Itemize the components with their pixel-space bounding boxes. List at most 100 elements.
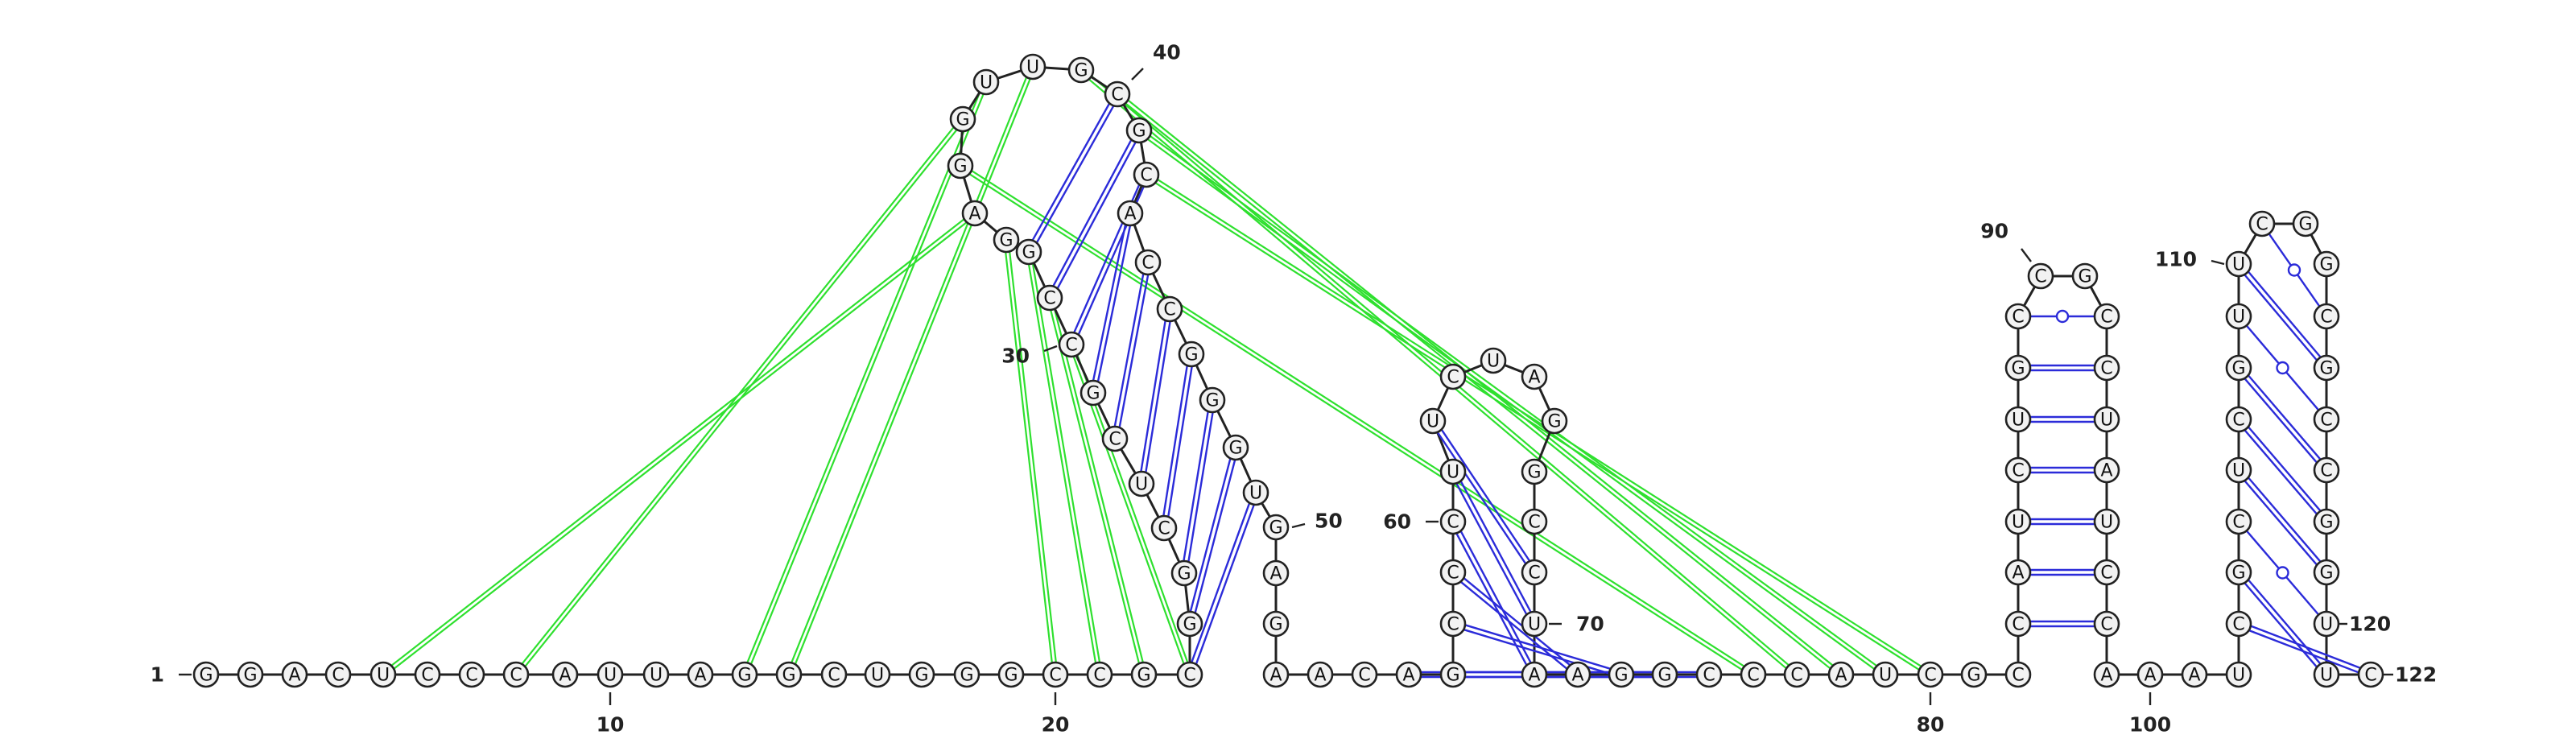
nucleotide-106: U [2225,456,2252,484]
nucleotide-letter: U [377,666,390,686]
base-pair-line [1113,273,1145,427]
nucleotide-circle [2093,508,2120,535]
nucleotide-23: C [1176,661,1203,688]
nucleotide-letter: A [1528,666,1540,686]
tertiary-interaction-line [517,119,965,677]
nucleotide-120: U [2313,610,2340,638]
nucleotide-circle [993,226,1020,254]
position-label-110: 110 [2155,248,2197,271]
nucleotide-letter: A [694,666,706,686]
nucleotide-letter: U [2100,513,2113,533]
nucleotide-20: C [1042,661,1069,688]
nucleotide-letter: U [2320,615,2333,635]
nucleotide-45: C [1156,295,1183,323]
nucleotide-87: U [2004,406,2032,433]
base-pair-line [1096,225,1132,382]
nucleotide-circle [2004,354,2032,382]
nucleotide-circle [1439,363,1467,390]
base-pair-line [2248,477,2322,563]
nucleotide-letter: G [1022,243,1035,263]
nucleotide-letter: C [332,666,344,686]
nucleotide-letter: A [2100,666,2112,686]
nucleotide-39: G [1067,56,1095,84]
nucleotide-79: U [1872,661,1899,688]
nucleotide-28: C [1101,425,1129,452]
nucleotide-letter: U [2232,461,2245,481]
nucleotide-44: C [1134,249,1162,276]
base-pair-line [1189,458,1232,613]
nucleotide-letter: G [1547,412,1561,432]
nucleotide-circle [2225,406,2252,433]
nucleotide-letter: C [1140,166,1152,186]
nucleotide-letter: C [2320,461,2332,481]
nucleotide-33: G [993,226,1020,254]
base-pair-line [1459,530,1532,663]
base-pair-line [1056,142,1137,289]
nucleotide-circle [324,661,352,688]
tertiary-interaction-line [1139,128,1888,674]
nucleotide-43: A [1117,200,1144,227]
nucleotide-letter: G [2231,563,2245,584]
nucleotide-65: A [1521,363,1548,390]
nucleotide-72: A [1564,661,1591,688]
nucleotide-circle [820,661,848,688]
tertiary-interaction-line [1046,298,1143,675]
base-pair-line [1455,483,1528,615]
nucleotide-121: U [2313,661,2340,688]
nucleotide-110: U [2225,250,2252,278]
nucleotide-letter: C [1528,513,1540,533]
nucleotide-letter: C [1183,666,1195,686]
base-pair-line [2248,579,2322,665]
nucleotide-letter: A [559,666,571,686]
nucleotide-circle [2093,661,2120,688]
nucleotide-circle [2136,661,2164,688]
nucleotide-circle [997,661,1025,688]
nucleotide-61: U [1439,458,1467,485]
base-pair-line [1440,429,1531,562]
nucleotide-56: A [1395,661,1422,688]
position-tick [2211,259,2225,266]
nucleotide-letter: C [2100,308,2112,328]
nucleotide-letter: G [956,110,969,130]
nucleotide-119: G [2313,559,2340,586]
nucleotide-circle [1783,661,1810,688]
wobble-pair-marker [2055,309,2070,324]
nucleotide-letter: U [2232,666,2245,686]
nucleotide-107: C [2225,406,2252,433]
base-pair-line [1436,431,1527,564]
nucleotide-71: A [1521,661,1548,688]
nucleotide-letter: G [960,666,973,686]
nucleotide-letter: G [999,231,1013,251]
nucleotide-circle [642,661,670,688]
nucleotide-30: C [1058,331,1085,358]
nucleotide-letter: G [2319,359,2333,379]
nucleotide-32: G [1015,238,1042,266]
nucleotide-117: C [2313,456,2340,484]
nucleotide-letter: U [1135,475,1148,495]
nucleotide-5: U [369,661,397,688]
nucleotide-circle [949,105,976,133]
nucleotide-circle [2292,210,2319,237]
nucleotide-letter: G [1657,666,1671,686]
tertiary-interaction-layer [381,65,1932,678]
tertiary-interaction-line [960,163,1755,674]
nucleotide-letter: C [2012,615,2024,635]
nucleotide-letter: G [953,157,967,177]
nucleotide-76: C [1740,661,1767,688]
nucleotide-1: G [192,661,220,688]
position-tick [1291,522,1306,529]
nucleotide-letter: C [2012,666,2024,686]
nucleotide-85: U [2004,508,2032,535]
nucleotide-circle [2248,210,2276,237]
position-tick [1131,68,1144,80]
nucleotide-circle [1740,661,1767,688]
nucleotide-letter: C [1747,666,1759,686]
nucleotide-circle [1960,661,1988,688]
nucleotide-51: A [1262,559,1290,587]
nucleotide-letter: G [1527,463,1541,483]
base-pair-line [1035,105,1115,243]
nucleotide-letter: A [1402,666,1414,686]
nucleotide-letter: C [2232,411,2244,431]
base-pair-line [1140,320,1166,472]
nucleotide-letter: C [421,666,433,686]
